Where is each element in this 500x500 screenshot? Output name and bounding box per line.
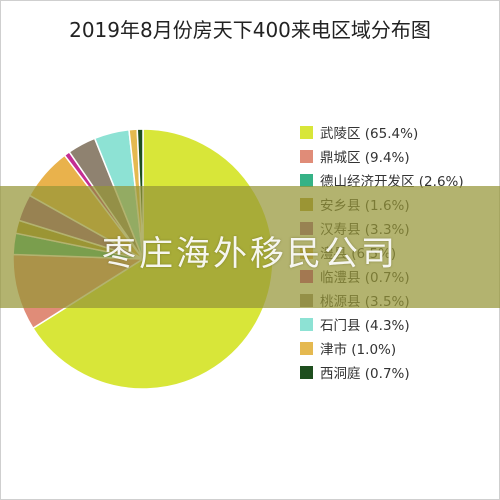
legend-label-1: 鼎城区 (9.4%) <box>320 150 410 166</box>
chart-title: 2019年8月份房天下400来电区域分布图 <box>69 18 431 42</box>
legend-swatch-2 <box>300 174 313 187</box>
legend-label-0: 武陵区 (65.4%) <box>320 126 419 142</box>
legend-swatch-0 <box>300 126 313 139</box>
legend-label-9: 津市 (1.0%) <box>320 342 397 358</box>
legend-swatch-10 <box>300 366 313 379</box>
legend-swatch-1 <box>300 150 313 163</box>
legend-swatch-8 <box>300 318 313 331</box>
watermark-band <box>0 186 500 308</box>
legend-label-8: 石门县 (4.3%) <box>320 318 410 334</box>
legend-label-10: 西洞庭 (0.7%) <box>320 366 410 382</box>
watermark-text: 枣庄海外移民公司 <box>102 234 398 274</box>
legend-swatch-9 <box>300 342 313 355</box>
